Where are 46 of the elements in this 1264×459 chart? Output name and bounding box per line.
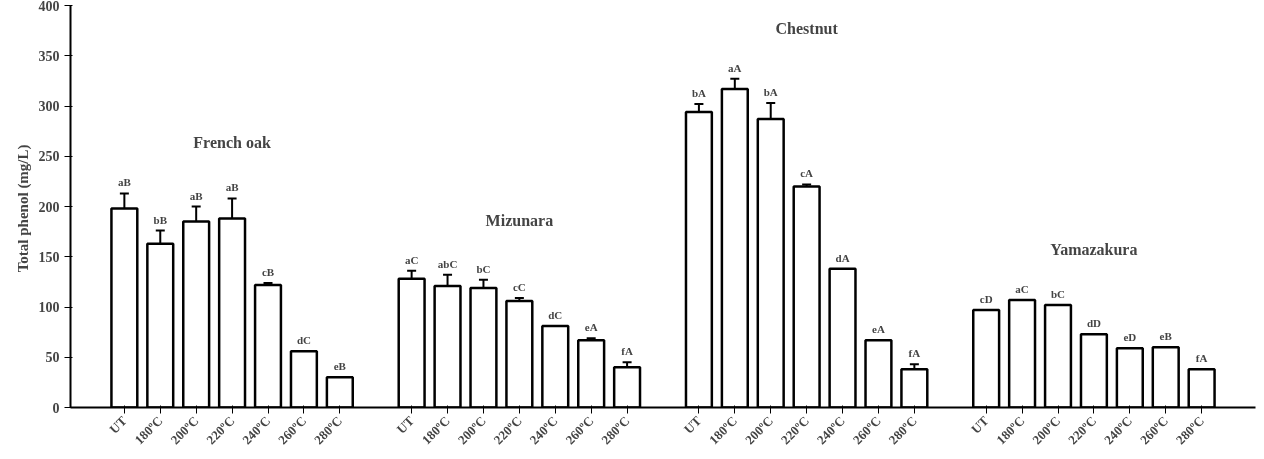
x-tick-label: UT (393, 412, 418, 437)
y-tick-label: 300 (38, 99, 60, 114)
y-tick-label: 200 (38, 199, 60, 215)
data-label: bC (476, 262, 491, 275)
data-label: aA (728, 61, 742, 74)
data-label: eA (872, 323, 885, 336)
data-label: bC (1050, 287, 1066, 300)
data-label: dC (548, 309, 563, 322)
data-label: dD (1086, 317, 1101, 330)
data-label: aB (225, 181, 240, 194)
data-label: eB (333, 360, 347, 373)
y-tick-label: 100 (38, 300, 60, 315)
data-label: bB (153, 213, 168, 226)
y-tick-label: 250 (38, 149, 60, 165)
data-label: aB (189, 189, 204, 202)
annotation: Yamazakura (1050, 240, 1138, 258)
data-label: eB (1159, 330, 1173, 343)
y-tick-label: 0 (52, 400, 60, 416)
y-tick-label: 350 (38, 48, 60, 64)
data-label: fA (908, 347, 921, 360)
data-label: cD (979, 293, 993, 306)
data-label: eD (1123, 331, 1137, 344)
annotation: French oak (193, 134, 271, 152)
data-label: cC (512, 280, 526, 293)
x-tick-label: UT (680, 412, 705, 437)
data-label: aC (404, 253, 419, 266)
data-label: aC (1015, 282, 1029, 295)
data-label: bA (763, 85, 778, 98)
annotation: Chestnut (775, 19, 839, 37)
data-label: cA (800, 167, 814, 180)
y-tick-label: 50 (45, 350, 60, 366)
annotation: Mizunara (485, 211, 554, 229)
data-label: abC (437, 257, 458, 270)
data-label: dA (835, 251, 850, 264)
data-label: fA (1195, 352, 1208, 365)
data-label: aB (117, 176, 132, 189)
data-label: dC (296, 334, 311, 347)
data-label: bA (691, 86, 706, 99)
y-tick-label: 400 (38, 0, 60, 14)
data-label: eA (584, 321, 598, 334)
y-tick-label: 150 (38, 249, 60, 265)
x-tick-label: UT (968, 412, 992, 437)
y-axis-title: Total phenol (mg/L) (14, 144, 32, 273)
data-label: fA (621, 345, 633, 358)
x-tick-label: UT (106, 412, 130, 437)
data-label: cB (261, 265, 275, 278)
